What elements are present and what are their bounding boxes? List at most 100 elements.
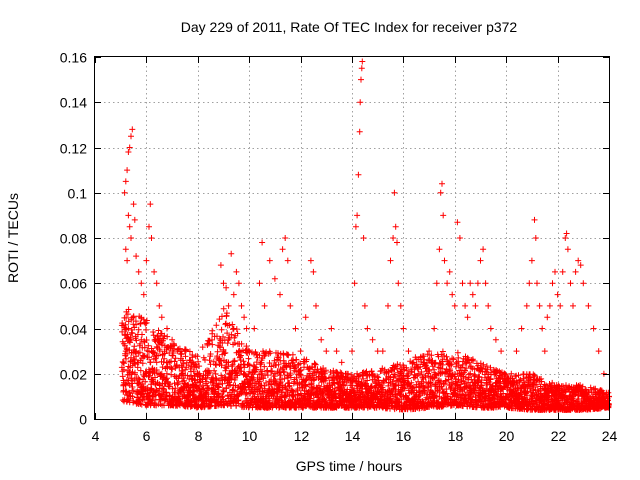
data-point [374, 373, 381, 380]
data-point [421, 385, 428, 391]
data-point [281, 369, 288, 376]
data-point [431, 366, 437, 373]
data-point [123, 314, 130, 321]
data-point [364, 325, 371, 332]
data-point [557, 302, 564, 309]
data-point [318, 336, 325, 343]
data-point [166, 393, 173, 400]
data-point [590, 325, 597, 332]
data-point [401, 385, 408, 392]
data-point [213, 362, 219, 369]
data-point [454, 349, 461, 356]
data-point [151, 337, 158, 343]
data-point [279, 246, 286, 253]
x-tick-label: 22 [551, 428, 567, 444]
data-point [456, 235, 463, 241]
data-point [133, 253, 140, 260]
data-point [216, 316, 223, 323]
data-point [467, 382, 474, 389]
data-point [447, 402, 454, 409]
data-point [445, 376, 452, 383]
data-point [179, 357, 186, 364]
data-point [422, 374, 429, 381]
x-tick-label: 8 [195, 428, 203, 444]
data-point [485, 302, 492, 309]
data-point [449, 291, 456, 298]
data-point [464, 314, 471, 321]
x-tick-label: 12 [294, 428, 310, 444]
data-point [477, 257, 484, 264]
data-point [258, 382, 265, 389]
data-point [447, 358, 454, 365]
data-point [538, 378, 545, 385]
data-point [302, 314, 309, 321]
data-point [230, 325, 237, 332]
data-point [205, 370, 212, 377]
data-point [400, 325, 407, 332]
data-point [152, 374, 158, 381]
data-point [478, 382, 485, 389]
data-point [122, 178, 129, 185]
data-point [172, 363, 179, 370]
data-point [228, 370, 235, 377]
data-point [237, 352, 244, 359]
data-point [167, 344, 174, 351]
data-point [310, 268, 317, 275]
data-point [238, 340, 245, 347]
data-point [274, 391, 281, 398]
data-point [570, 393, 576, 400]
data-point [287, 374, 294, 381]
data-point [428, 393, 435, 400]
data-point [391, 189, 398, 196]
data-point [128, 133, 134, 140]
data-point [267, 350, 274, 357]
data-point [197, 393, 204, 400]
data-point [245, 355, 252, 362]
data-point [425, 366, 432, 373]
data-point [349, 348, 355, 355]
data-point [220, 333, 226, 340]
data-point [164, 375, 170, 382]
data-point [445, 393, 451, 400]
data-point [158, 370, 165, 377]
data-point [459, 361, 466, 368]
data-point [241, 364, 248, 371]
data-point [360, 375, 367, 382]
data-point [441, 257, 448, 264]
data-point [140, 316, 147, 323]
data-point [528, 395, 535, 402]
data-point [220, 280, 227, 287]
data-point [256, 352, 263, 359]
data-point [554, 291, 561, 298]
data-point [289, 351, 296, 358]
data-point [127, 339, 133, 346]
y-axis-ticks: 0 0.02 0.04 0.06 0.08 0.1 0.12 0.14 0.16 [60, 50, 609, 428]
data-point [212, 388, 219, 395]
data-point [307, 257, 314, 264]
data-point [472, 302, 479, 309]
data-point [361, 302, 368, 309]
data-point [279, 389, 286, 396]
data-point [424, 351, 431, 358]
data-point [133, 388, 140, 395]
data-point [502, 371, 509, 378]
data-point [473, 403, 480, 409]
data-point [544, 314, 551, 321]
data-point [293, 356, 300, 363]
data-point [151, 388, 158, 395]
data-point [146, 392, 153, 399]
data-point [218, 326, 225, 333]
y-tick-label: 0.14 [60, 95, 87, 111]
data-point [577, 262, 584, 269]
data-point [137, 367, 144, 374]
data-point [549, 280, 556, 287]
data-point [168, 371, 175, 378]
data-point [225, 336, 232, 343]
data-point [233, 268, 240, 275]
data-point [223, 310, 230, 317]
data-point [343, 379, 350, 386]
data-point [251, 393, 258, 400]
data-point [155, 352, 162, 359]
data-point [150, 368, 157, 375]
